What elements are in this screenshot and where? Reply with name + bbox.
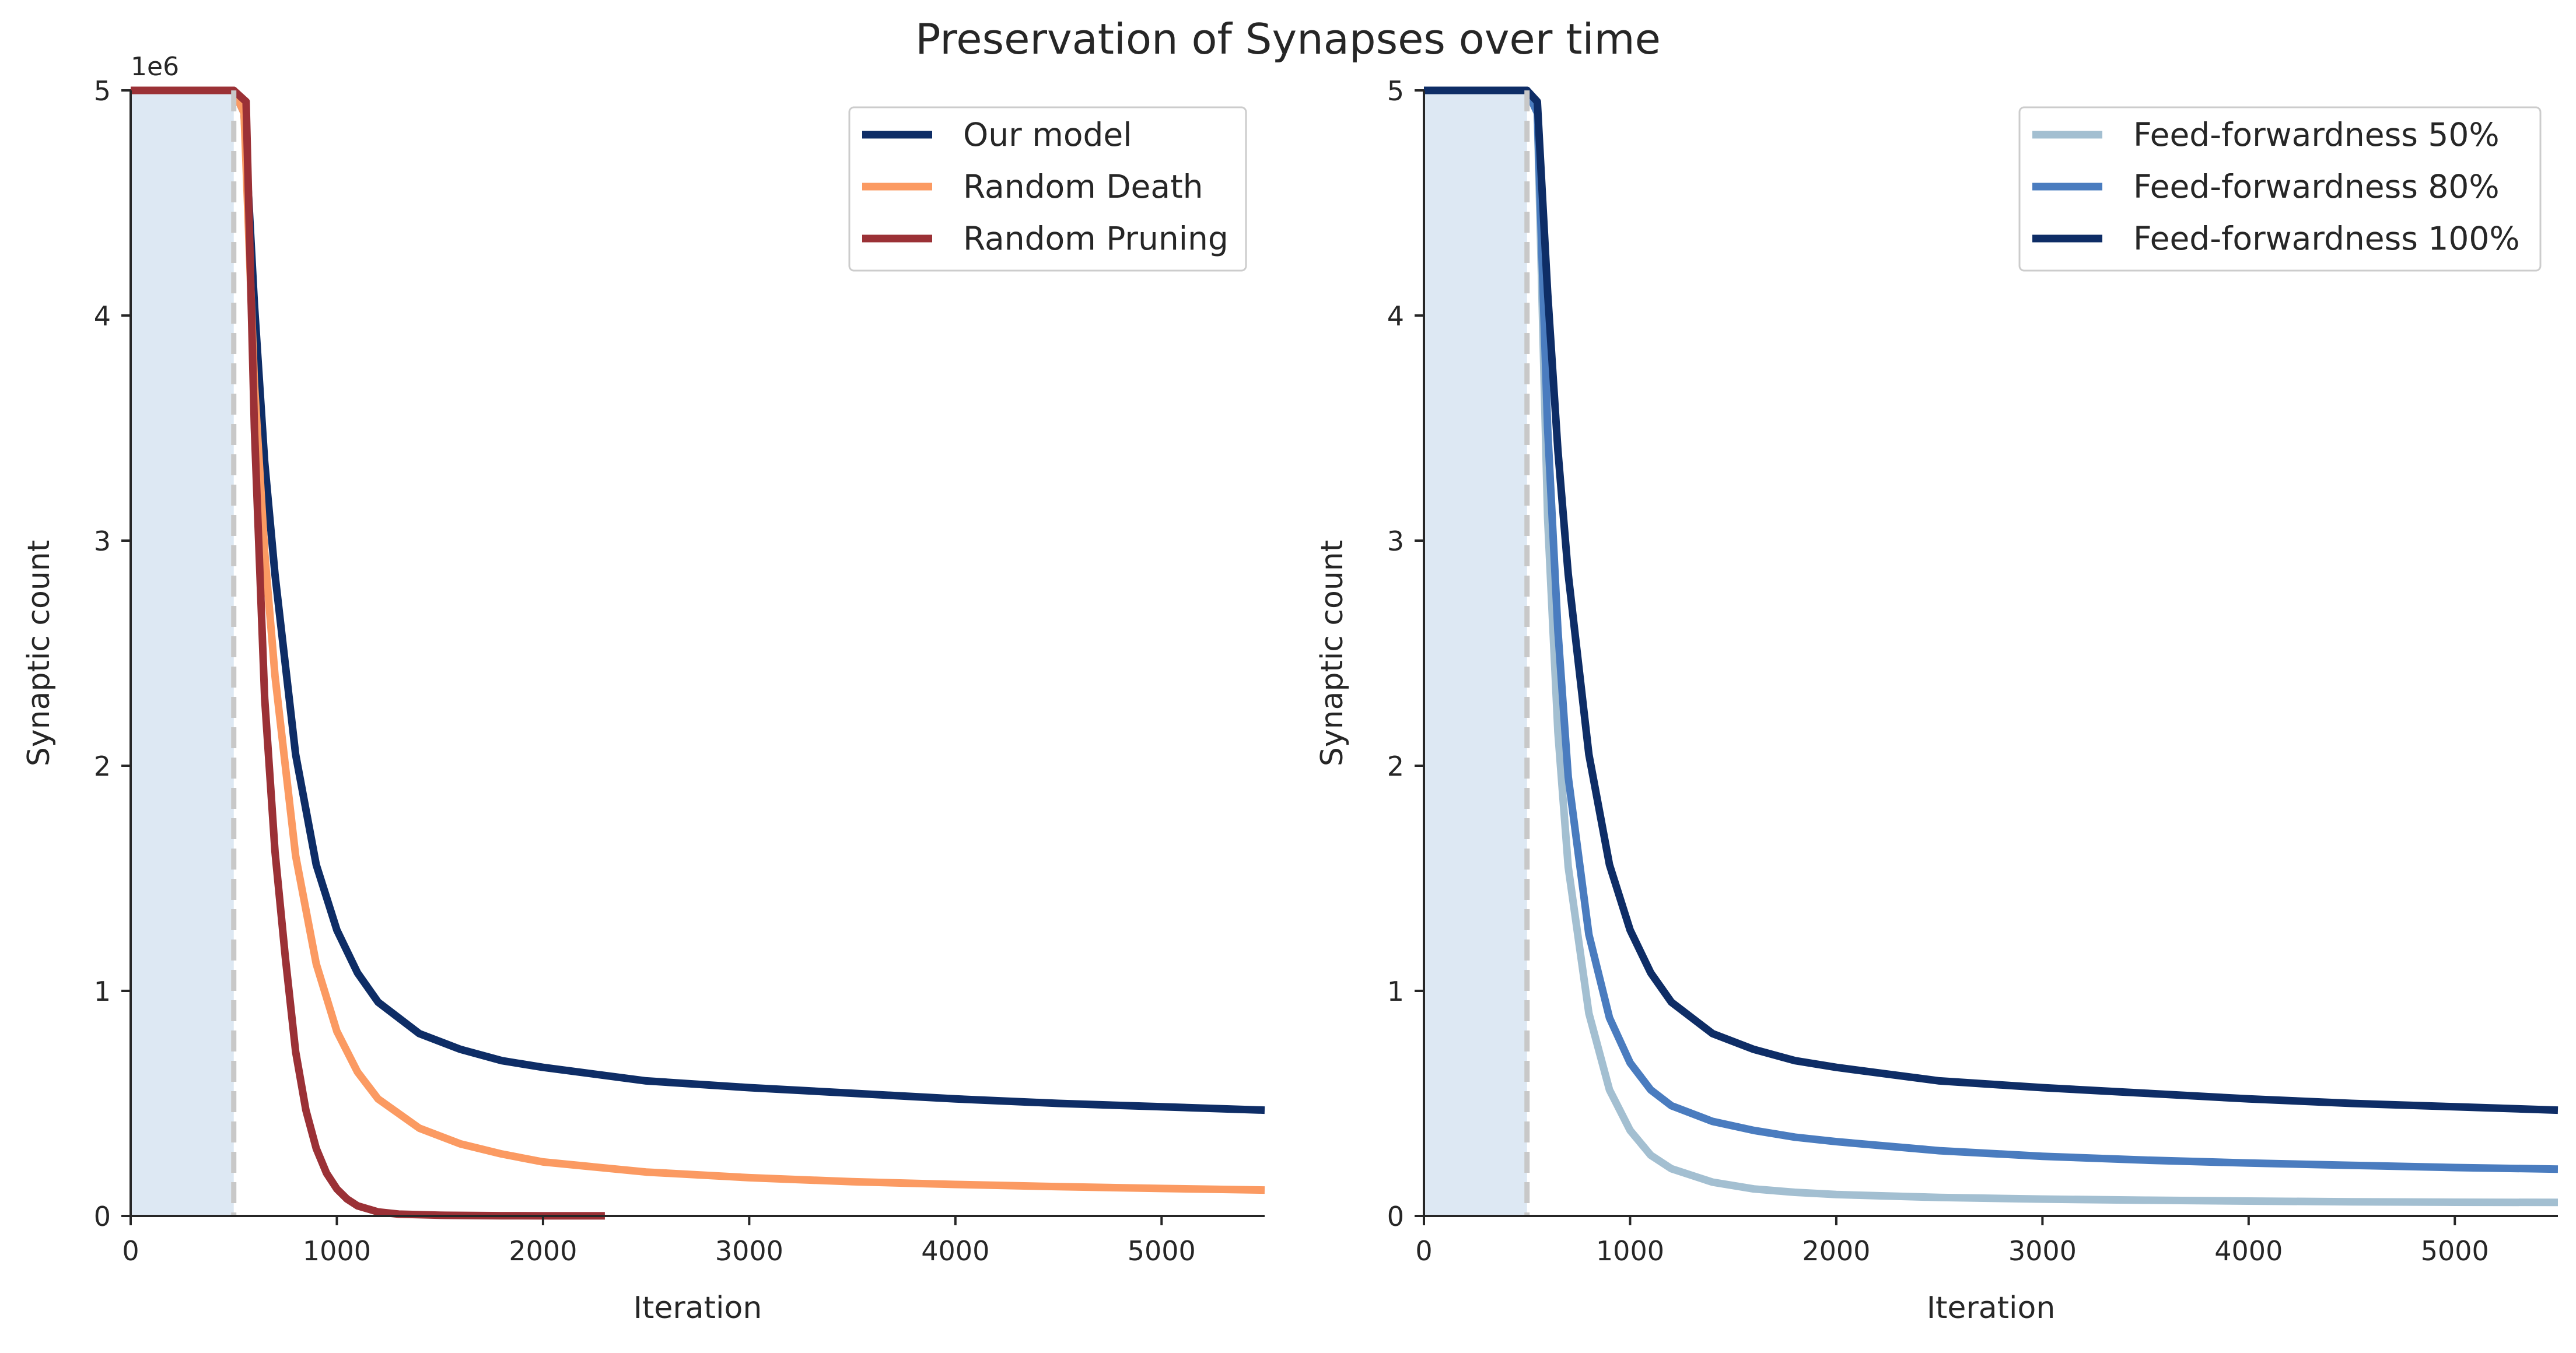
x-tick-label: 3000: [715, 1235, 783, 1267]
y-tick-label: 2: [1387, 751, 1404, 782]
series-line-feed-forwardness-80: [1424, 86, 2558, 1173]
legend-label: Feed-forwardness 80%: [2133, 168, 2500, 205]
y-tick-label: 5: [1387, 75, 1404, 107]
x-axis-label: Iteration: [634, 1291, 762, 1326]
series-line-feed-forwardness-50: [1424, 86, 2558, 1207]
shaded-region: [131, 90, 234, 1216]
y-axis-label: Synaptic count: [22, 540, 57, 766]
x-tick-label: 0: [122, 1235, 139, 1267]
y-offset-text: 1e6: [131, 52, 179, 82]
x-axis-label: Iteration: [1927, 1291, 2056, 1326]
left-panel: 0 1000 2000 3000 4000 5000 0 1 2 3 4 5 1e6 Iteration S…: [22, 52, 1265, 1326]
shaded-region: [1424, 90, 1527, 1216]
y-tick-label: 3: [1387, 525, 1404, 557]
y-tick-label: 1: [94, 976, 111, 1007]
legend-box: [2018, 106, 2542, 272]
y-tick-label: 2: [94, 751, 111, 782]
legend-box: [848, 106, 1247, 272]
x-tick-label: 1000: [303, 1235, 371, 1267]
x-tick-label: 1000: [1596, 1235, 1664, 1267]
legend-label: Random Pruning: [963, 220, 1228, 257]
series-line-feed-forwardness-100: [1424, 86, 2558, 1114]
y-tick-label: 1: [1387, 976, 1404, 1007]
legend-label: Feed-forwardness 50%: [2133, 116, 2500, 153]
x-tick-label: 3000: [2008, 1235, 2077, 1267]
x-tick-label: 2000: [1802, 1235, 1870, 1267]
y-tick-label: 4: [1387, 300, 1404, 332]
y-axis-label: Synaptic count: [1315, 540, 1350, 766]
x-tick-label: 5000: [1128, 1235, 1196, 1267]
x-tick-label: 4000: [921, 1235, 989, 1267]
y-tick-label: 5: [94, 75, 111, 107]
x-tick-label: 2000: [509, 1235, 577, 1267]
x-tick-label: 5000: [2421, 1235, 2489, 1267]
y-tick-label: 0: [1387, 1201, 1404, 1232]
x-tick-label: 0: [1415, 1235, 1432, 1267]
right-panel: 0 1000 2000 3000 4000 5000 0 1 2 3 4 5 Iteration Syna…: [1315, 75, 2558, 1326]
y-tick-label: 4: [94, 300, 111, 332]
legend-label: Our model: [963, 116, 1132, 153]
figure-title: Preservation of Synapses over time: [915, 15, 1661, 64]
x-tick-label: 4000: [2214, 1235, 2283, 1267]
y-tick-label: 0: [94, 1201, 111, 1232]
y-tick-label: 3: [94, 525, 111, 557]
legend-label: Feed-forwardness 100%: [2133, 220, 2520, 257]
legend: Feed-forwardness 50% Feed-forwardness 80%…: [2018, 106, 2542, 272]
legend-label: Random Death: [963, 168, 1203, 205]
series-line-our-model: [131, 86, 1265, 1114]
legend: Our model Random Death Random Pruning: [848, 106, 1247, 272]
